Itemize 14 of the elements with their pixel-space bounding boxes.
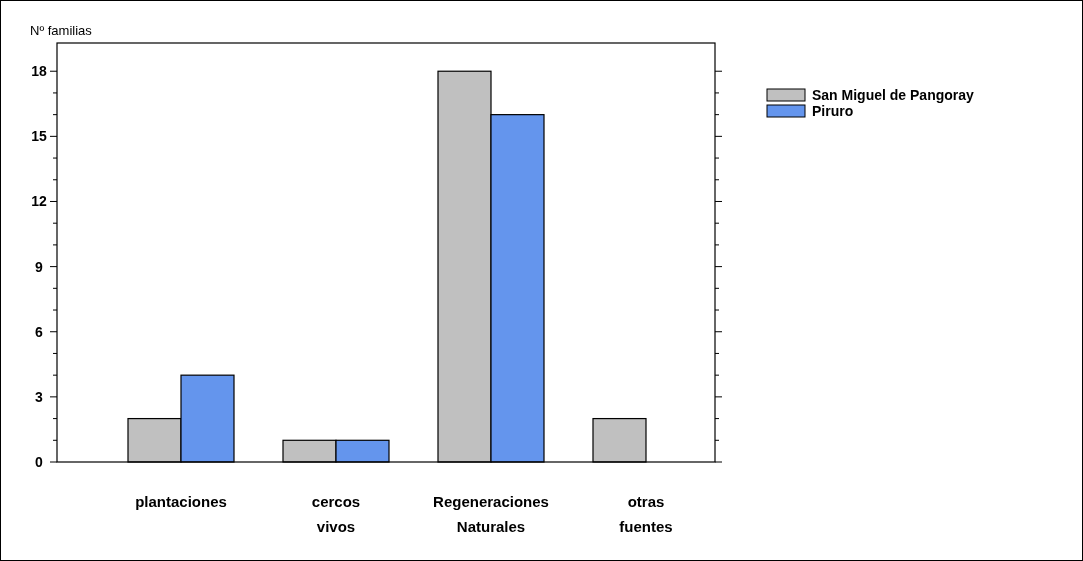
y-tick-label: 3 <box>35 388 44 405</box>
x-tick-label: cercos vivos <box>311 493 361 535</box>
x-tick-label: otras fuentes <box>619 493 673 535</box>
y-tick-label: 12 <box>31 193 47 210</box>
legend-label: Piruro <box>812 102 854 119</box>
y-tick-label: 18 <box>31 63 47 80</box>
y-tick-label: 6 <box>35 323 44 340</box>
y-axis-title: Nº familias <box>30 23 93 38</box>
x-tick-label: Regeneraciones Naturales <box>433 493 549 535</box>
y-tick-label: 9 <box>35 258 44 275</box>
y-tick-label: 0 <box>35 453 44 470</box>
x-tick-label: plantaciones <box>135 493 227 510</box>
y-tick-label: 15 <box>31 128 47 145</box>
legend-label: San Miguel de Pangoray <box>812 86 975 103</box>
